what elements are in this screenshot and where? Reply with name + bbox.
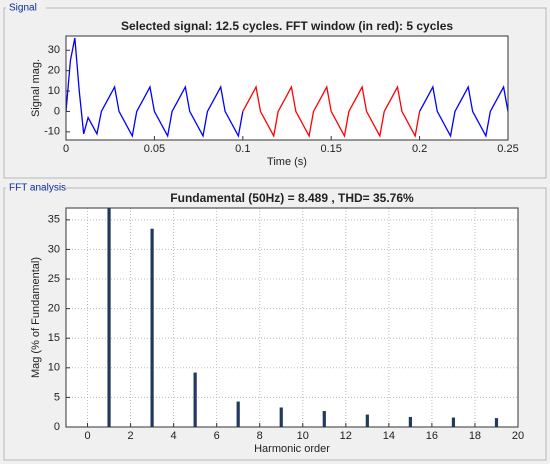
fft-panel bbox=[3, 187, 547, 461]
x-tick-label: 0.2 bbox=[412, 143, 427, 155]
bar bbox=[494, 418, 499, 427]
x-tick-label: 20 bbox=[512, 430, 524, 442]
bar bbox=[107, 208, 111, 427]
signal-panel bbox=[3, 7, 547, 179]
y-tick-label: -10 bbox=[44, 126, 60, 138]
x-tick-label: 14 bbox=[383, 430, 395, 442]
panel-label-bg bbox=[6, 2, 46, 14]
y-tick-label: 30 bbox=[48, 243, 60, 255]
y-tick-label: 0 bbox=[54, 421, 60, 433]
axes-frame bbox=[65, 207, 519, 428]
y-tick-label: 20 bbox=[48, 303, 60, 315]
chart-title: Fundamental (50Hz) = 8.489 , THD= 35.76% bbox=[170, 191, 414, 205]
x-tick-label: 0 bbox=[63, 143, 69, 155]
bar bbox=[279, 407, 283, 427]
bar bbox=[451, 417, 456, 427]
y-tick-label: 5 bbox=[54, 391, 60, 403]
y-tick-label: 35 bbox=[48, 214, 60, 226]
x-tick-label: 2 bbox=[128, 430, 134, 442]
x-tick-label: 0.05 bbox=[144, 143, 165, 155]
x-tick-label: 0 bbox=[84, 430, 90, 442]
y-tick-label: 10 bbox=[48, 362, 60, 374]
x-tick-label: 12 bbox=[340, 430, 352, 442]
x-tick-label: 6 bbox=[214, 430, 220, 442]
bar bbox=[150, 228, 154, 427]
x-axis-label: Time (s) bbox=[267, 156, 307, 168]
bar bbox=[365, 414, 369, 427]
plot-area bbox=[66, 208, 518, 427]
x-tick-label: 0.15 bbox=[320, 143, 341, 155]
signal-line bbox=[242, 85, 421, 138]
x-tick-label: 0.25 bbox=[497, 143, 518, 155]
bar bbox=[236, 401, 240, 427]
chart-title: Selected signal: 12.5 cycles. FFT window… bbox=[121, 19, 453, 33]
y-tick-label: 25 bbox=[48, 273, 60, 285]
x-tick-label: 16 bbox=[426, 430, 438, 442]
x-tick-label: 18 bbox=[469, 430, 481, 442]
x-tick-label: 10 bbox=[297, 430, 309, 442]
axes-frame bbox=[65, 35, 509, 141]
x-tick-label: 8 bbox=[257, 430, 263, 442]
y-tick-label: 15 bbox=[48, 332, 60, 344]
y-axis-label: Mag (% of Fundamental) bbox=[30, 257, 42, 378]
x-tick-label: 0.1 bbox=[235, 143, 250, 155]
x-tick-label: 4 bbox=[171, 430, 177, 442]
panel-title: Signal bbox=[9, 3, 37, 14]
y-tick-label: 30 bbox=[48, 44, 60, 56]
y-tick-label: 0 bbox=[54, 105, 60, 117]
y-axis-label: Signal mag. bbox=[30, 59, 42, 117]
panel-label-bg bbox=[6, 182, 66, 194]
signal-line bbox=[66, 37, 508, 138]
bar bbox=[193, 372, 197, 427]
y-tick-label: 20 bbox=[48, 65, 60, 77]
bar bbox=[322, 411, 326, 427]
plot-area bbox=[66, 36, 508, 140]
x-axis-label: Harmonic order bbox=[254, 443, 330, 455]
y-tick-label: 10 bbox=[48, 85, 60, 97]
bar bbox=[408, 416, 412, 427]
panel-title: FFT analysis bbox=[9, 183, 66, 194]
